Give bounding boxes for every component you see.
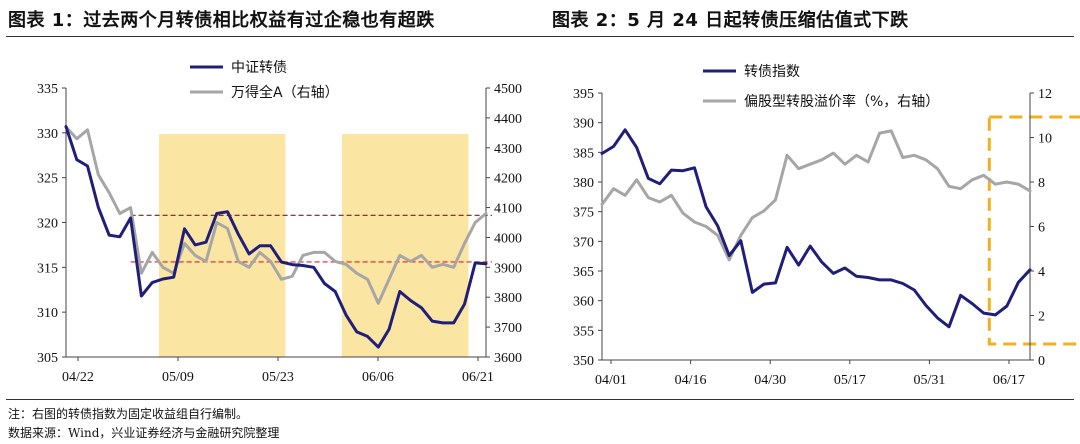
- legend-label-series-1: 转债指数: [744, 64, 800, 80]
- chart-1-title: 图表 1：过去两个月转债相比权益有过企稳也有超跌: [8, 10, 435, 31]
- y-tick-label-left: 330: [37, 127, 58, 142]
- legend-label-series-2: 偏股型转股溢价率（%，右轴）: [744, 93, 939, 110]
- chart-1-ticks: 305 310 315 320 325 330 335 3600 3700 3800 3900 400…: [37, 82, 522, 385]
- y-tick-label-left: 325: [37, 172, 58, 187]
- reference-lines: [130, 214, 492, 263]
- y-tick-label-right: 4: [1038, 265, 1045, 280]
- x-tick-label: 05/31: [913, 373, 945, 388]
- y-tick-label-left: 385: [573, 146, 594, 161]
- chart-2-legend: 转债指数 偏股型转股溢价率（%，右轴）: [703, 64, 939, 110]
- y-tick-label-right: 12: [1038, 87, 1052, 102]
- y-tick-label-right: 4300: [494, 142, 522, 157]
- y-tick-label-left: 320: [37, 217, 58, 232]
- x-tick-label: 05/23: [262, 370, 294, 385]
- y-tick-label-right: 4500: [494, 82, 522, 97]
- chart-2-ticks: 350 355 360 365 370 375 380 385 390 395 0 2 4 6 8 10 12 0…: [573, 87, 1052, 388]
- x-tick-label: 05/09: [162, 370, 194, 385]
- y-tick-label-right: 6: [1038, 221, 1045, 236]
- y-tick-label-right: 0: [1038, 354, 1045, 369]
- chart-2-series: [600, 128, 1032, 329]
- data-source: 数据来源：Wind，兴业证券经济与金融研究院整理: [8, 426, 280, 440]
- y-tick-label-right: 4100: [494, 202, 522, 217]
- dashed-box: [987, 115, 1080, 346]
- x-tick-label: 05/17: [834, 373, 866, 388]
- y-tick-label-left: 395: [573, 87, 594, 102]
- y-tick-label-right: 8: [1038, 176, 1045, 191]
- y-tick-label-right: 4400: [494, 112, 522, 127]
- y-tick-label-left: 390: [573, 117, 594, 132]
- y-tick-label-left: 355: [573, 324, 594, 339]
- chart-1-legend: 中证转债 万得全A（右轴）: [190, 60, 339, 101]
- y-tick-label-left: 335: [37, 82, 58, 97]
- y-tick-label-left: 360: [573, 295, 594, 310]
- y-tick-label-right: 4200: [494, 172, 522, 187]
- y-tick-label-left: 380: [573, 176, 594, 191]
- x-tick-label: 06/06: [362, 370, 394, 385]
- legend-label-series-2: 万得全A（右轴）: [231, 84, 339, 101]
- series-line-navy: [64, 125, 488, 349]
- header-rule: [6, 36, 1074, 37]
- x-tick-label: 06/21: [462, 370, 494, 385]
- y-tick-label-right: 3900: [494, 261, 522, 276]
- x-tick-label: 04/22: [62, 370, 94, 385]
- chart-2-title: 图表 2：5 月 24 日起转债压缩估值式下跌: [552, 10, 909, 31]
- footnote: 注：右图的转债指数为固定收益组自行编制。: [8, 407, 249, 421]
- y-tick-label-right: 3800: [494, 291, 522, 306]
- dashed-highlight-box: [987, 115, 1080, 346]
- footer-rule: [6, 399, 1074, 400]
- legend-label-series-1: 中证转债: [231, 60, 287, 76]
- y-tick-label-left: 370: [573, 235, 594, 250]
- highlight-band: [342, 134, 469, 357]
- y-tick-label-right: 3700: [494, 321, 522, 336]
- chart-1-axes: [62, 87, 490, 361]
- series-line-navy: [600, 128, 1032, 329]
- chart-1-series: [64, 125, 488, 349]
- y-tick-label-right: 10: [1038, 132, 1052, 147]
- y-tick-label-left: 375: [573, 206, 594, 221]
- y-tick-label-left: 310: [37, 306, 58, 321]
- x-tick-label: 04/01: [595, 373, 627, 388]
- y-tick-label-left: 365: [573, 265, 594, 280]
- y-tick-label-right: 2: [1038, 310, 1045, 325]
- x-tick-label: 04/16: [675, 373, 707, 388]
- y-tick-label-left: 305: [37, 351, 58, 366]
- series-line-gray: [600, 129, 1032, 262]
- y-tick-label-right: 3600: [494, 351, 522, 366]
- y-tick-label-left: 315: [37, 261, 58, 276]
- y-tick-label-right: 4000: [494, 231, 522, 246]
- y-tick-label-left: 350: [573, 354, 594, 369]
- chart-2-axes: [598, 92, 1034, 364]
- x-tick-label: 06/17: [993, 373, 1025, 388]
- series-line-gray: [64, 125, 488, 305]
- highlight-bands: [158, 134, 469, 357]
- x-tick-label: 04/30: [754, 373, 786, 388]
